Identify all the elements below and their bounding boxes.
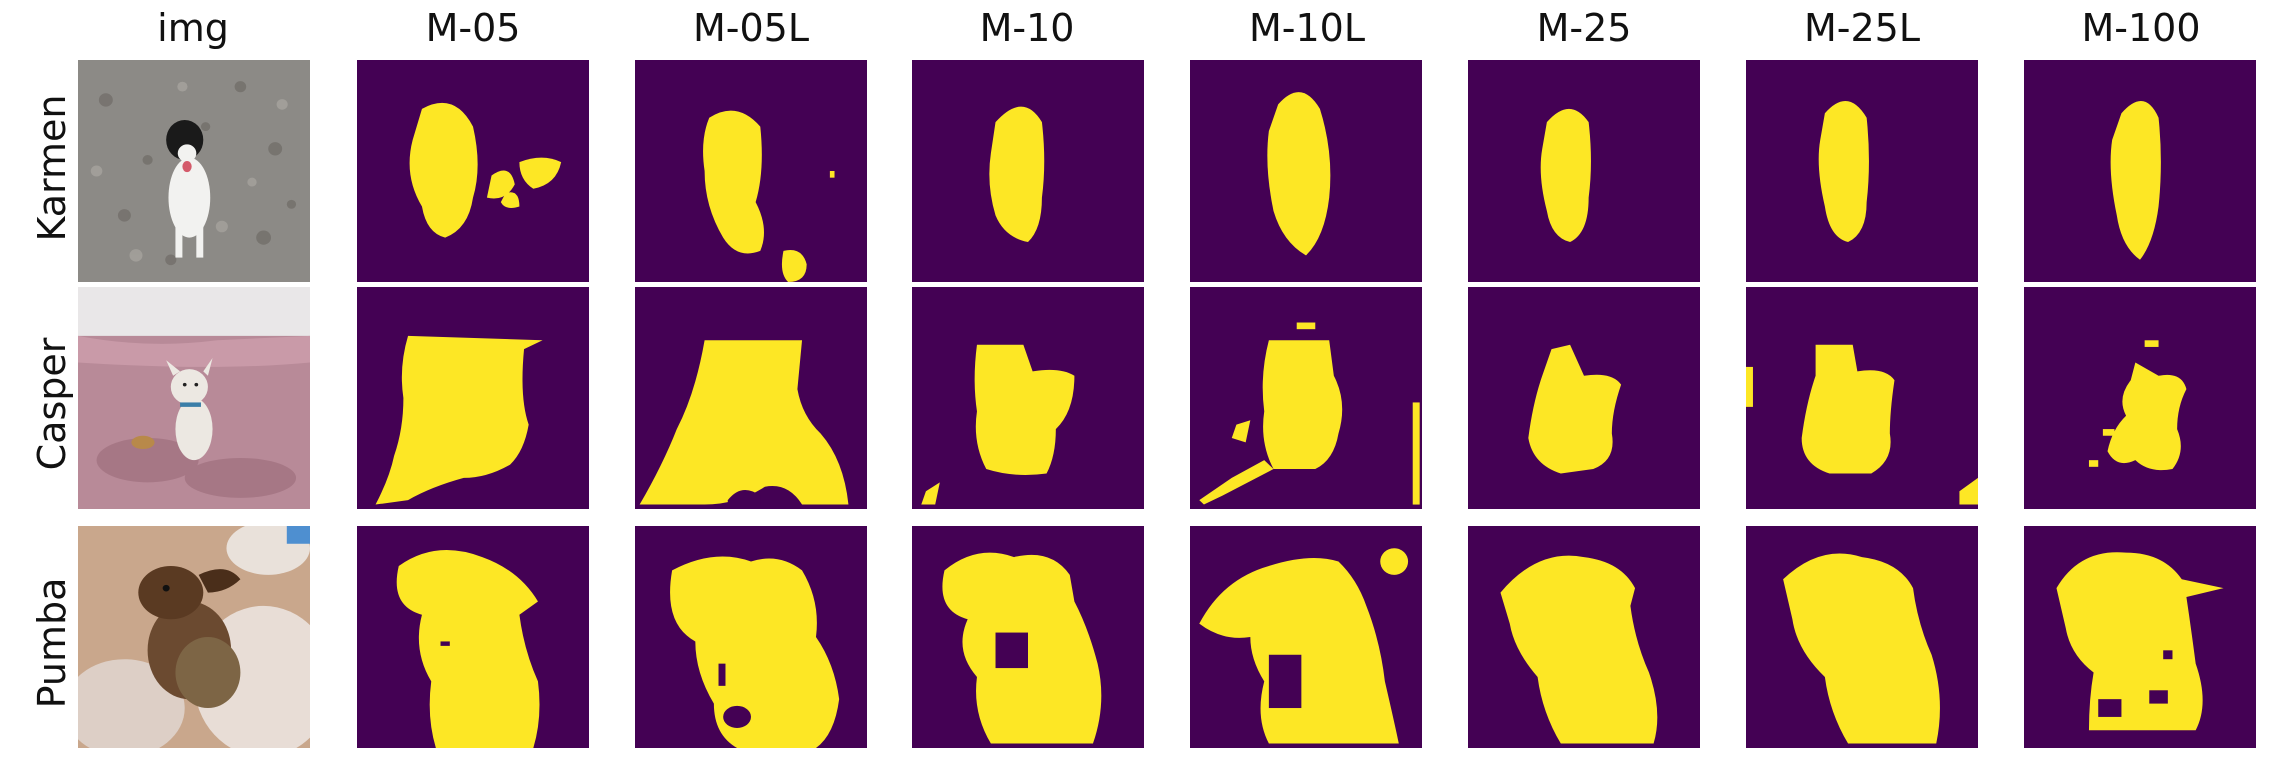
mask-karmen-m-25l [1746,60,1978,282]
column-title-m-05: M-05 [425,6,521,50]
column-title-m-25: M-25 [1536,6,1632,50]
photo-karmen [78,60,310,282]
column-title-m-10l: M-10L [1248,6,1366,50]
mask-pumba-m-05 [357,526,589,748]
mask-pumba-m-05l [635,526,867,748]
column-title-m-05l: M-05L [692,6,810,50]
mask-pumba-m-25 [1468,526,1700,748]
mask-pumba-m-10 [912,526,1144,748]
column-title-m-100: M-100 [2081,6,2201,50]
mask-karmen-m-10l [1190,60,1422,282]
mask-casper-m-25 [1468,287,1700,509]
column-title-m-10: M-10 [979,6,1075,50]
mask-casper-m-05 [357,287,589,509]
mask-casper-m-05l [635,287,867,509]
photo-casper [78,287,310,509]
row-label-karmen: Karmen [30,94,74,242]
column-title-m-25l: M-25L [1803,6,1921,50]
row-label-casper: Casper [30,337,74,471]
mask-casper-m-100 [2024,287,2256,509]
column-title-img: img [157,6,229,50]
mask-karmen-m-25 [1468,60,1700,282]
mask-pumba-m-10l [1190,526,1422,748]
mask-karmen-m-05 [357,60,589,282]
mask-casper-m-10 [912,287,1144,509]
mask-pumba-m-25l [1746,526,1978,748]
mask-karmen-m-05l [635,60,867,282]
mask-pumba-m-100 [2024,526,2256,748]
mask-karmen-m-10 [912,60,1144,282]
mask-casper-m-10l [1190,287,1422,509]
row-label-pumba: Pumba [30,577,74,709]
photo-pumba [78,526,310,748]
mask-karmen-m-100 [2024,60,2256,282]
mask-casper-m-25l [1746,287,1978,509]
